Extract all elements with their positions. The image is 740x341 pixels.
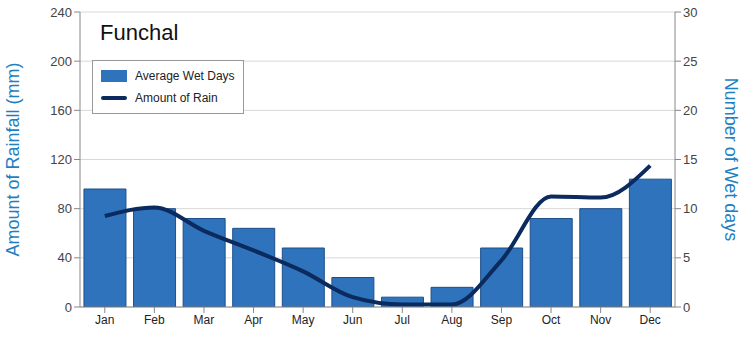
svg-text:200: 200 — [50, 54, 72, 69]
svg-text:25: 25 — [683, 54, 697, 69]
html-text:Average Wet Days: Average Wet Days — [135, 69, 235, 83]
svg-text:Aug: Aug — [441, 313, 462, 327]
svg-text:160: 160 — [50, 103, 72, 118]
svg-text:0: 0 — [683, 300, 690, 315]
svg-text:10: 10 — [683, 201, 697, 216]
svg-text:120: 120 — [50, 152, 72, 167]
svg-text:Dec: Dec — [640, 313, 661, 327]
svg-text:5: 5 — [683, 250, 690, 265]
svg-text:40: 40 — [58, 250, 72, 265]
svg-text:Nov: Nov — [590, 313, 611, 327]
svg-text:Number of Wet days: Number of Wet days — [721, 78, 732, 242]
svg-text:Feb: Feb — [144, 313, 165, 327]
html-text:Funchal: Funchal — [100, 20, 179, 45]
svg-text:Apr: Apr — [244, 313, 263, 327]
svg-text:Jul: Jul — [395, 313, 410, 327]
svg-text:15: 15 — [683, 152, 697, 167]
svg-text:20: 20 — [683, 103, 697, 118]
svg-text:Amount of Rainfall (mm): Amount of Rainfall (mm) — [8, 62, 23, 256]
svg-text:Jun: Jun — [343, 313, 362, 327]
svg-text:Oct: Oct — [542, 313, 561, 327]
html-text:Amount of Rain: Amount of Rain — [135, 91, 218, 105]
svg-text:Sep: Sep — [491, 313, 513, 327]
svg-text:240: 240 — [50, 5, 72, 20]
svg-text:Jan: Jan — [95, 313, 114, 327]
svg-text:0: 0 — [65, 300, 72, 315]
svg-text:80: 80 — [58, 201, 72, 216]
svg-text:Mar: Mar — [194, 313, 215, 327]
svg-text:30: 30 — [683, 5, 697, 20]
svg-text:May: May — [292, 313, 315, 327]
